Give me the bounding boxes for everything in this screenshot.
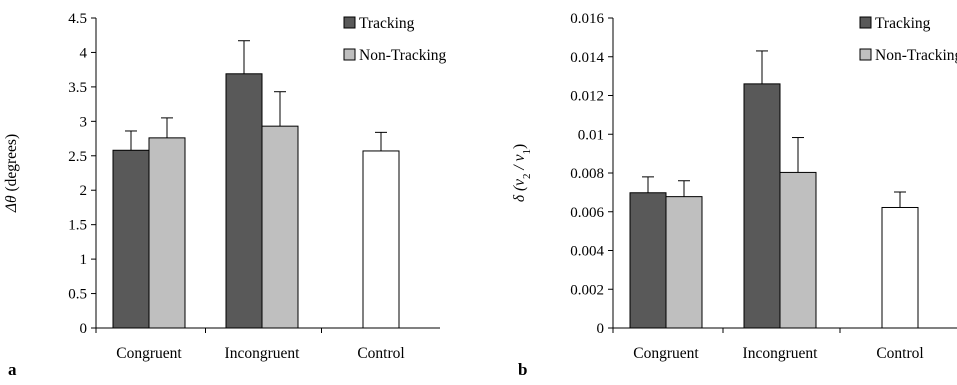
y-tick-label: 1.5 bbox=[68, 218, 87, 234]
y-tick-label: 4 bbox=[80, 45, 88, 61]
y-tick-label: 1 bbox=[80, 252, 88, 268]
y-axis-label-part: δ bbox=[511, 194, 528, 202]
legend-label: Non-Tracking bbox=[875, 47, 957, 64]
x-category-label: Incongruent bbox=[743, 345, 819, 362]
y-tick-label: 0.014 bbox=[570, 50, 604, 66]
legend-swatch bbox=[859, 48, 872, 61]
y-tick-label: 0.016 bbox=[570, 11, 604, 27]
y-tick-label: 0 bbox=[597, 321, 605, 337]
y-tick-label: 3.5 bbox=[68, 80, 87, 96]
x-category-label: Congruent bbox=[633, 345, 699, 362]
bar bbox=[261, 125, 299, 329]
bar bbox=[665, 196, 703, 329]
legend-label: Tracking bbox=[875, 15, 931, 32]
y-axis-label-part: (v bbox=[511, 179, 528, 195]
y-tick-label: 0.5 bbox=[68, 287, 87, 303]
legend-swatch bbox=[343, 16, 356, 29]
legend-label: Non-Tracking bbox=[359, 47, 447, 64]
y-tick-label: 0.002 bbox=[570, 282, 604, 298]
x-category-label: Incongruent bbox=[225, 345, 301, 362]
y-tick-label: 0.004 bbox=[570, 244, 604, 260]
panel-letter: a bbox=[8, 360, 17, 379]
y-axis-label-part: 2 bbox=[521, 173, 533, 179]
bar bbox=[881, 206, 919, 329]
y-axis-label-part: Δθ bbox=[3, 195, 20, 213]
y-axis-label-part: 1 bbox=[521, 149, 533, 155]
y-tick-label: 2.5 bbox=[68, 149, 87, 165]
y-tick-label: 0.006 bbox=[570, 205, 604, 221]
x-category-label: Control bbox=[357, 345, 404, 362]
bar bbox=[225, 73, 263, 329]
y-tick-label: 0.008 bbox=[570, 166, 604, 182]
x-category-label: Control bbox=[876, 345, 923, 362]
bar bbox=[112, 149, 150, 329]
panel-letter: b bbox=[518, 360, 527, 379]
x-category-label: Congruent bbox=[116, 345, 182, 362]
y-tick-label: 2 bbox=[80, 183, 88, 199]
bar bbox=[743, 83, 781, 329]
y-axis-label-part: ) bbox=[511, 144, 528, 149]
y-axis-label: Δθ (degrees) bbox=[3, 134, 20, 213]
bar bbox=[148, 137, 186, 329]
bar bbox=[629, 192, 667, 329]
y-tick-label: 3 bbox=[80, 114, 88, 130]
y-axis-label: δ (v2 / v1) bbox=[511, 144, 533, 202]
y-tick-label: 0.012 bbox=[570, 89, 604, 105]
chart-panel-a: 0 0.5 1 1.5 2 2.5 3 3.5 4 4.5 Congruent Incongruent… bbox=[3, 11, 447, 379]
legend-swatch bbox=[859, 16, 872, 29]
bar bbox=[779, 171, 817, 329]
bar bbox=[362, 150, 400, 329]
y-tick-label: 0.01 bbox=[578, 127, 604, 143]
y-axis-label-part: / v bbox=[511, 154, 528, 173]
chart-panel-b: 0 0.002 0.004 0.006 0.008 0.01 0.012 0.014 0.016… bbox=[511, 11, 957, 379]
legend-label: Tracking bbox=[359, 15, 415, 32]
y-axis-label-part: (degrees) bbox=[3, 134, 20, 196]
y-tick-label: 0 bbox=[80, 321, 88, 337]
y-tick-label: 4.5 bbox=[68, 11, 87, 27]
legend-swatch bbox=[343, 48, 356, 61]
